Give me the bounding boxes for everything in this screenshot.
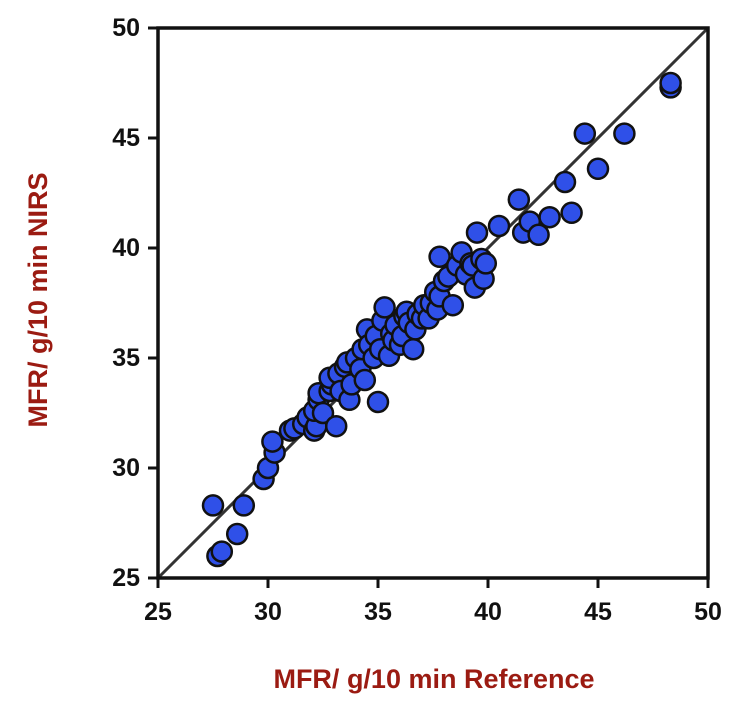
data-point xyxy=(366,390,390,414)
y-tick-label: 50 xyxy=(112,14,140,42)
data-point xyxy=(261,430,284,453)
data-point xyxy=(441,293,465,317)
y-tick-label: 30 xyxy=(112,454,140,482)
data-point xyxy=(507,188,531,211)
data-point xyxy=(659,71,682,95)
data-point xyxy=(401,337,425,361)
y-tick-label: 35 xyxy=(112,344,140,372)
data-point xyxy=(201,494,225,517)
data-point xyxy=(527,223,550,247)
data-point xyxy=(428,245,451,269)
data-point xyxy=(324,414,348,438)
x-tick-label: 30 xyxy=(254,598,282,626)
x-tick-label: 35 xyxy=(364,598,392,626)
x-tick-label: 40 xyxy=(474,598,502,626)
y-axis-title: MFR/ g/10 min NIRS xyxy=(23,172,53,427)
y-tick-label: 40 xyxy=(112,234,140,262)
data-point xyxy=(553,170,577,194)
data-point xyxy=(353,368,377,392)
data-point xyxy=(373,296,396,319)
plot-frame xyxy=(156,26,710,580)
data-point xyxy=(465,221,489,244)
data-point xyxy=(210,540,234,563)
data-point xyxy=(225,522,249,546)
data-point xyxy=(573,122,597,145)
data-point xyxy=(586,157,610,181)
data-point xyxy=(232,494,256,517)
x-tick-label: 25 xyxy=(144,598,172,626)
x-axis-title: MFR/ g/10 min Reference xyxy=(273,664,594,694)
data-point xyxy=(487,214,511,238)
x-tick-label: 45 xyxy=(584,598,612,626)
data-point xyxy=(538,205,561,229)
data-point xyxy=(560,201,583,225)
data-point xyxy=(474,252,498,275)
data-point xyxy=(613,122,636,145)
y-tick-label: 45 xyxy=(112,124,140,152)
y-tick-label: 25 xyxy=(112,564,140,592)
x-tick-label: 50 xyxy=(694,598,722,626)
